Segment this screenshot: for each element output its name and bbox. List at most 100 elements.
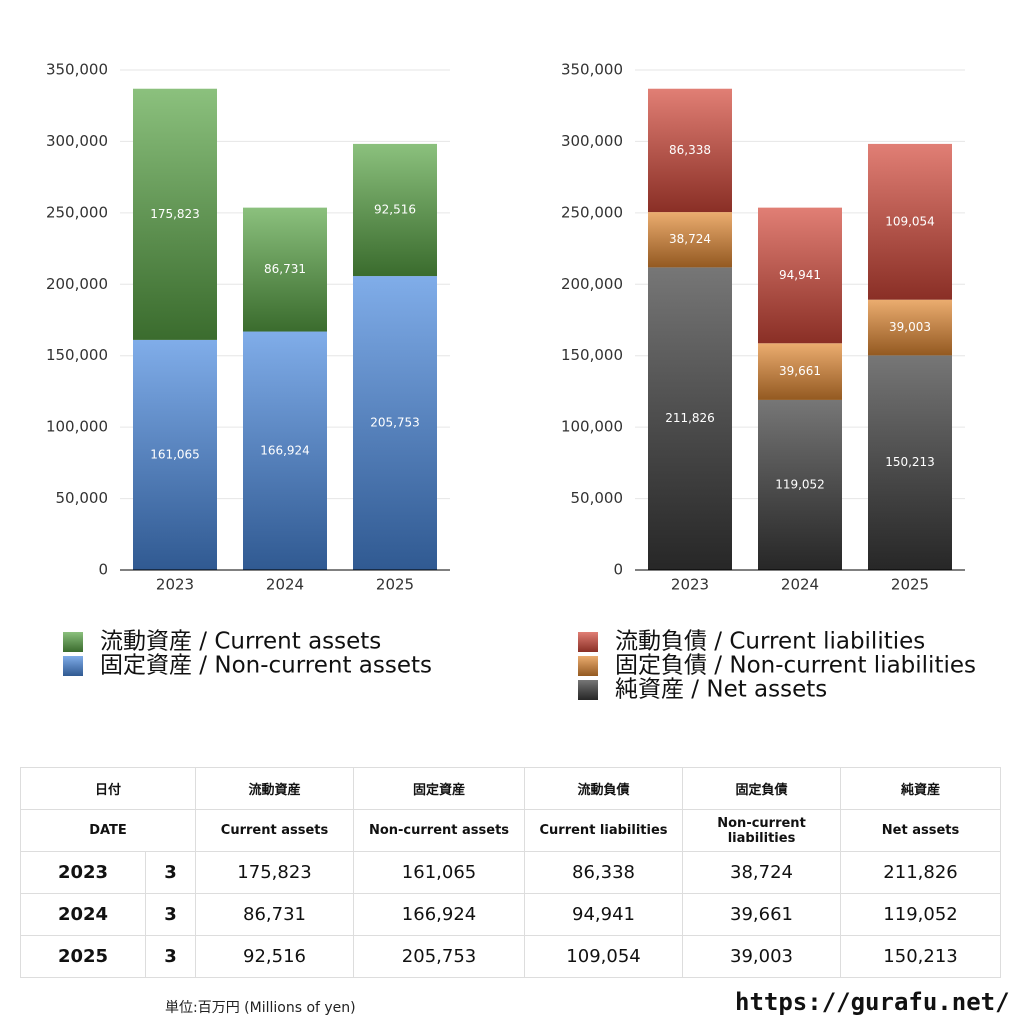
table-cell: 3: [144, 893, 197, 936]
table-cell: Current liabilities: [524, 809, 684, 852]
table-cell: 119,052: [840, 893, 1002, 936]
x-tick-label: 2024: [781, 576, 819, 594]
x-tick-label: 2024: [266, 576, 304, 594]
table-cell: 166,924: [353, 893, 526, 936]
y-tick-label: 50,000: [571, 489, 624, 507]
table-cell: 175,823: [195, 851, 355, 894]
table-row: DATE Current assets Non-current assets Curr…: [19, 809, 1002, 852]
x-tick-label: 2023: [156, 576, 194, 594]
y-tick-label: 100,000: [46, 418, 108, 436]
x-tick-label: 2025: [376, 576, 414, 594]
table-cell: 3: [144, 935, 197, 978]
data-table: 日付 流動資産 固定資産 流動負債 固定負債 純資産 DATE Current assets N…: [19, 767, 1002, 978]
bar-segment: [648, 267, 732, 570]
table-cell: Non-current assets: [353, 809, 526, 852]
table-cell: 150,213: [840, 935, 1002, 978]
bar-segment: [648, 88, 732, 213]
data-label: 150,213: [885, 455, 935, 469]
table-cell: 211,826: [840, 851, 1002, 894]
bar-segment: [758, 399, 842, 570]
data-label: 38,724: [669, 232, 711, 246]
table-row: 2024 3 86,731 166,924 94,941 39,661 119,052: [20, 893, 1002, 936]
table-cell: 流動負債: [524, 767, 684, 810]
legend-label: 流動負債 / Current liabilities: [615, 629, 925, 655]
data-label: 94,941: [779, 268, 821, 282]
bar-segment: [353, 143, 437, 277]
y-tick-label: 300,000: [561, 132, 623, 150]
table-cell: Current assets: [195, 809, 355, 852]
table-cell: 流動資産: [195, 767, 355, 810]
table-cell: 161,065: [353, 851, 526, 894]
bar-segment: [758, 207, 842, 344]
legend-label: 流動資産 / Current assets: [100, 629, 381, 655]
legend-swatch: [63, 632, 83, 652]
table-cell: 39,003: [682, 935, 842, 978]
y-tick-label: 250,000: [46, 203, 108, 221]
x-tick-label: 2023: [671, 576, 709, 594]
table-cell: 2023: [20, 851, 146, 894]
y-tick-label: 150,000: [561, 346, 623, 364]
table-cell: 2025: [20, 935, 146, 978]
table-cell: DATE: [19, 809, 197, 852]
table-cell: 固定資産: [353, 767, 526, 810]
x-tick-label: 2025: [891, 576, 929, 594]
charts: 0 50,000 100,000 150,000 200,000 250,000 300,0…: [46, 61, 976, 703]
data-label: 92,516: [374, 202, 416, 216]
legend-swatch: [63, 656, 83, 676]
data-label: 119,052: [775, 477, 825, 491]
legend-label: 固定資産 / Non-current assets: [100, 653, 432, 679]
unit-note: 単位:百万円 (Millions of yen): [165, 1000, 356, 1016]
y-tick-label: 50,000: [56, 489, 109, 507]
table-cell: Non-current liabilities: [682, 809, 842, 852]
y-tick-label: 100,000: [561, 418, 623, 436]
y-tick-label: 350,000: [561, 61, 623, 79]
table-cell: 日付: [19, 767, 197, 810]
table-cell: 39,661: [682, 893, 842, 936]
data-label: 109,054: [885, 214, 935, 228]
table-row: 日付 流動資産 固定資産 流動負債 固定負債 純資産: [19, 767, 1002, 810]
bar-segment: [868, 355, 952, 570]
table-cell: 86,338: [524, 851, 684, 894]
table-cell: 92,516: [195, 935, 355, 978]
table-cell: Net assets: [840, 809, 1002, 852]
bar-segment: [133, 339, 217, 570]
legend-swatch: [578, 680, 598, 700]
y-tick-label: 250,000: [561, 203, 623, 221]
y-tick-label: 200,000: [46, 275, 108, 293]
bar-segment: [868, 143, 952, 300]
data-label: 166,924: [260, 443, 310, 457]
bar-segment: [758, 343, 842, 400]
data-label: 86,731: [264, 262, 306, 276]
bar-segment: [353, 276, 437, 570]
bar-segment: [243, 331, 327, 570]
y-tick-label: 300,000: [46, 132, 108, 150]
y-tick-label: 150,000: [46, 346, 108, 364]
legend-label: 固定負債 / Non-current liabilities: [615, 653, 976, 679]
legend-swatch: [578, 656, 598, 676]
legend-label: 純資産 / Net assets: [615, 677, 827, 703]
table-row: 2025 3 92,516 205,753 109,054 39,003 150,213: [20, 935, 1002, 978]
y-tick-label: 200,000: [561, 275, 623, 293]
table-cell: 純資産: [840, 767, 1002, 810]
table-cell: 109,054: [524, 935, 684, 978]
data-label: 161,065: [150, 447, 200, 461]
table-cell: 38,724: [682, 851, 842, 894]
data-label: 86,338: [669, 143, 711, 157]
y-tick-label: 350,000: [46, 61, 108, 79]
table-row: 2023 3 175,823 161,065 86,338 38,724 211,826: [20, 851, 1002, 894]
legend-swatch: [578, 632, 598, 652]
data-label: 39,661: [779, 364, 821, 378]
y-tick-label: 0: [613, 561, 623, 579]
table-cell: 3: [144, 851, 197, 894]
bar-segment: [648, 212, 732, 268]
table-cell: 固定負債: [682, 767, 842, 810]
bar-segment: [868, 299, 952, 356]
table-cell: 94,941: [524, 893, 684, 936]
table-cell: 2024: [20, 893, 146, 936]
data-label: 211,826: [665, 411, 715, 425]
data-label: 39,003: [889, 320, 931, 334]
table-cell: 86,731: [195, 893, 355, 936]
